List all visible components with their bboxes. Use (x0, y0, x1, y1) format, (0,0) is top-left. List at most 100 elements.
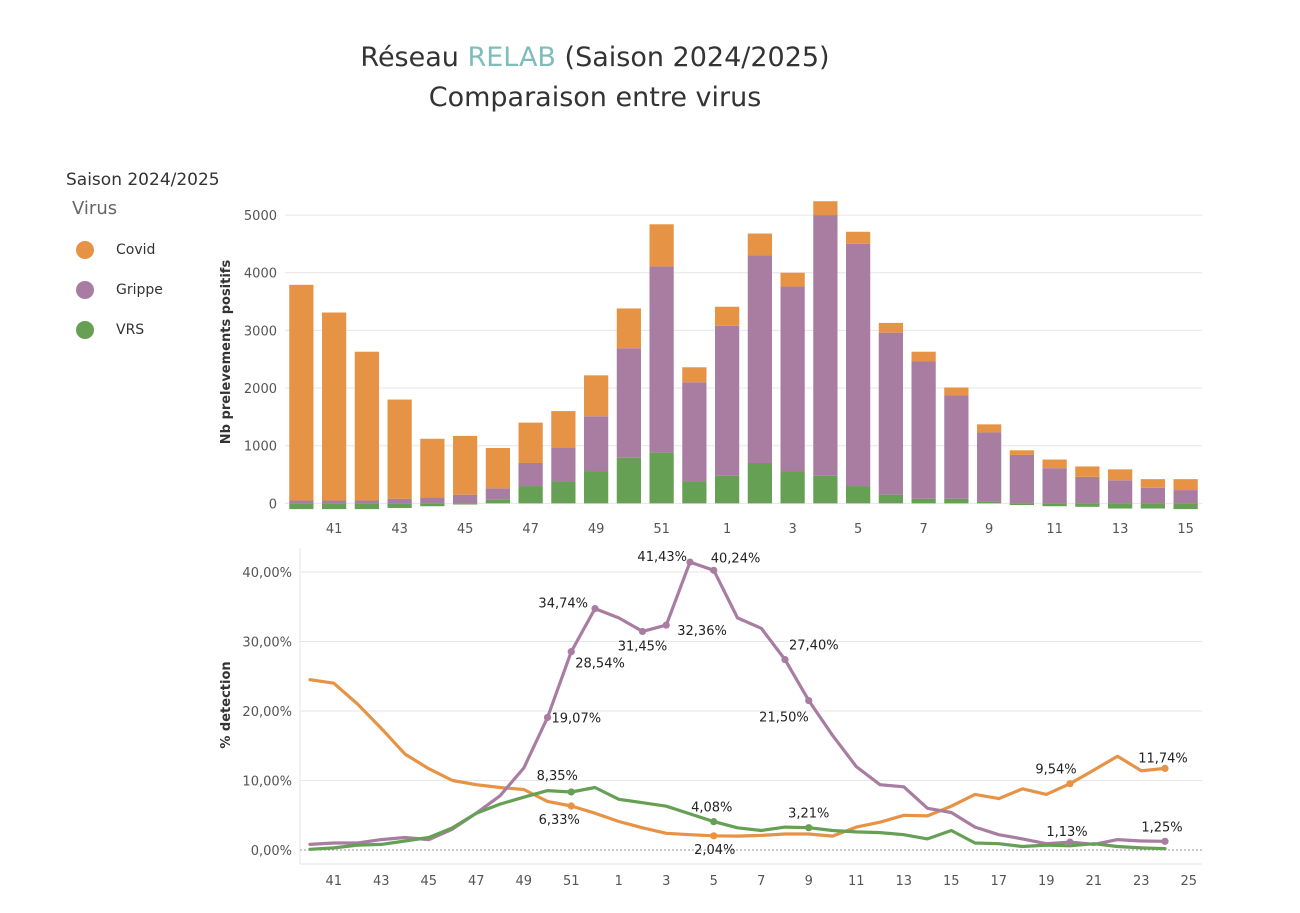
bar-vrs-w48[interactable] (551, 481, 576, 504)
bar-vrs-w6[interactable] (878, 494, 903, 504)
bar-vrs-w7[interactable] (911, 498, 936, 504)
bar-vrs-w50[interactable] (616, 457, 641, 504)
line-point-grippe-w20[interactable] (1066, 838, 1074, 846)
bar-vrs-w9[interactable] (977, 501, 1002, 504)
bar-covid-w43[interactable] (387, 399, 412, 499)
bar-covid-w49[interactable] (584, 375, 609, 417)
bar-vrs-w1[interactable] (715, 475, 740, 504)
bar-vrs-w51[interactable] (649, 452, 674, 504)
line-point-vrs-w51[interactable] (567, 788, 575, 796)
bar-grippe-w15[interactable] (1173, 490, 1198, 504)
bar-grippe-w5[interactable] (846, 243, 871, 487)
bar-vrs-w5[interactable] (846, 486, 871, 504)
bar-covid-w42[interactable] (354, 351, 379, 501)
bar-covid-w1[interactable] (715, 306, 740, 326)
bar-grippe-w3[interactable] (780, 286, 805, 472)
bar-vrs-w14[interactable] (1140, 503, 1165, 509)
bar-covid-w4[interactable] (813, 201, 838, 216)
bar-vrs-w45[interactable] (453, 503, 478, 505)
line-point-grippe-w4[interactable] (686, 558, 694, 566)
bar-covid-w45[interactable] (453, 435, 478, 495)
bar-vrs-w44[interactable] (420, 503, 445, 507)
line-series-grippe[interactable] (308, 560, 1167, 847)
bar-grippe-w51[interactable] (649, 266, 674, 453)
bar-grippe-w1[interactable] (715, 325, 740, 476)
bar-vrs-w46[interactable] (485, 499, 510, 504)
legend-item-grippe[interactable]: Grippe (76, 280, 163, 300)
bar-grippe-w44[interactable] (420, 497, 445, 504)
bar-grippe-w52[interactable] (682, 382, 707, 482)
line-point-grippe-w51[interactable] (567, 648, 575, 656)
bar-vrs-w10[interactable] (1009, 503, 1034, 506)
bar-vrs-w11[interactable] (1042, 503, 1067, 507)
bar-vrs-w43[interactable] (387, 503, 412, 508)
bar-grippe-w41[interactable] (322, 500, 347, 504)
bar-covid-w8[interactable] (944, 387, 969, 396)
bar-vrs-w49[interactable] (584, 471, 609, 504)
line-point-covid-w5[interactable] (710, 832, 718, 840)
bar-grippe-w6[interactable] (878, 332, 903, 495)
bar-covid-w40[interactable] (289, 284, 314, 501)
bar-covid-w12[interactable] (1075, 466, 1100, 477)
bar-covid-w41[interactable] (322, 312, 347, 501)
bar-vrs-w42[interactable] (354, 503, 379, 510)
bar-grippe-w48[interactable] (551, 448, 576, 482)
bar-covid-w5[interactable] (846, 231, 871, 244)
bar-grippe-w11[interactable] (1042, 468, 1067, 504)
bar-covid-w14[interactable] (1140, 479, 1165, 488)
bar-grippe-w9[interactable] (977, 432, 1002, 502)
bar-covid-w46[interactable] (485, 448, 510, 489)
bar-grippe-w14[interactable] (1140, 487, 1165, 504)
line-point-grippe-w5[interactable] (710, 566, 718, 574)
legend-item-vrs[interactable]: VRS (76, 320, 144, 340)
bar-covid-w7[interactable] (911, 351, 936, 362)
line-point-grippe-w2[interactable] (638, 627, 647, 636)
line-point-grippe-w52[interactable] (591, 604, 599, 613)
bar-covid-w11[interactable] (1042, 459, 1067, 469)
bar-grippe-w10[interactable] (1009, 454, 1034, 504)
bar-vrs-w4[interactable] (813, 475, 838, 504)
bar-grippe-w50[interactable] (616, 348, 641, 458)
bar-grippe-w13[interactable] (1108, 480, 1133, 504)
line-point-vrs-w9[interactable] (805, 824, 813, 832)
bar-vrs-w47[interactable] (518, 486, 543, 504)
bar-vrs-w40[interactable] (289, 503, 314, 510)
bar-grippe-w49[interactable] (584, 416, 609, 472)
bar-grippe-w40[interactable] (289, 500, 314, 504)
legend-item-covid[interactable]: Covid (76, 240, 155, 260)
line-point-grippe-w8[interactable] (781, 655, 789, 664)
bar-vrs-w41[interactable] (322, 503, 347, 510)
bar-covid-w44[interactable] (420, 438, 445, 498)
line-point-vrs-w5[interactable] (710, 818, 718, 826)
bar-grippe-w8[interactable] (944, 395, 969, 499)
bar-covid-w10[interactable] (1009, 450, 1034, 455)
line-point-grippe-w24[interactable] (1161, 837, 1169, 845)
bar-grippe-w43[interactable] (387, 498, 412, 504)
legend-season[interactable]: Saison 2024/2025 (66, 170, 220, 190)
bar-covid-w51[interactable] (649, 224, 674, 267)
line-point-grippe-w50[interactable] (543, 713, 552, 722)
bar-covid-w48[interactable] (551, 411, 576, 448)
bar-grippe-w4[interactable] (813, 215, 838, 476)
bar-vrs-w15[interactable] (1173, 503, 1198, 510)
bar-vrs-w3[interactable] (780, 471, 805, 504)
bar-grippe-w46[interactable] (485, 488, 510, 500)
line-point-grippe-w3[interactable] (662, 621, 670, 629)
bar-vrs-w8[interactable] (944, 498, 969, 504)
bar-covid-w3[interactable] (780, 272, 805, 287)
bar-grippe-w12[interactable] (1075, 476, 1100, 504)
line-point-grippe-w9[interactable] (805, 696, 813, 705)
line-series-covid[interactable] (308, 678, 1167, 838)
bar-grippe-w47[interactable] (518, 462, 543, 487)
bar-grippe-w45[interactable] (453, 494, 478, 504)
bar-vrs-w2[interactable] (747, 462, 772, 504)
bar-covid-w52[interactable] (682, 367, 707, 383)
line-point-covid-w51[interactable] (567, 802, 575, 810)
bar-covid-w13[interactable] (1108, 469, 1133, 481)
bar-vrs-w52[interactable] (682, 481, 707, 504)
bar-grippe-w7[interactable] (911, 361, 936, 499)
bar-covid-w9[interactable] (977, 424, 1002, 433)
bar-covid-w15[interactable] (1173, 479, 1198, 491)
line-point-covid-w24[interactable] (1161, 764, 1169, 773)
line-point-covid-w20[interactable] (1066, 780, 1074, 788)
